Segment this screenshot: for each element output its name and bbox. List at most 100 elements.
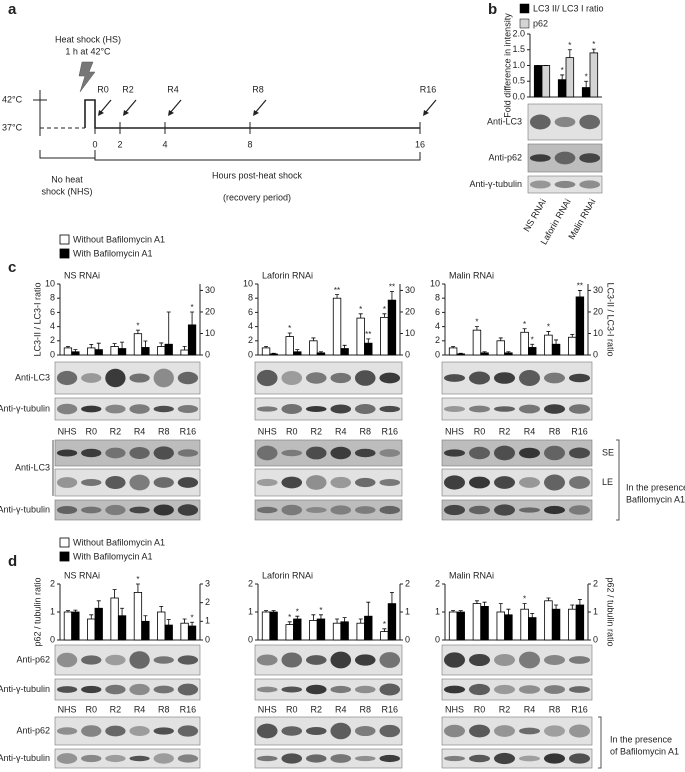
lane-label: R16 [381,704,398,714]
blot-band [569,476,590,489]
error-bar [506,608,511,615]
arrow-head [253,110,259,116]
bar [332,297,342,356]
bar [551,608,561,641]
bar [187,625,197,641]
blot-band [494,406,515,412]
y2-tick-label: 20 [593,306,603,316]
blot-band [379,405,401,413]
bar [164,343,173,356]
lane-label: R0 [474,704,486,714]
y2-tick-label: 3 [205,578,210,588]
blot [54,678,201,701]
blot [54,397,201,421]
panel-label: a [8,1,17,18]
error-bar [530,613,535,618]
blot-band [569,404,590,414]
blot-band [177,754,199,763]
blot-band [56,686,78,693]
note: In the presence [610,734,672,744]
blot-band [519,370,540,386]
lane-label: R0 [85,426,97,436]
error-bar [522,603,527,610]
blot-band [305,475,327,490]
significance: * [383,620,386,629]
significance: * [585,72,588,81]
blot-band [544,404,565,414]
error-bar [577,599,582,605]
bar [533,65,543,98]
bar [356,317,365,356]
error-bar [335,294,340,299]
significance: ** [577,282,583,291]
blot-band [379,505,401,515]
bar [568,608,577,641]
lane-label: R0 [286,704,298,714]
bar [133,592,143,641]
blot-band [469,724,490,738]
blot-band [256,686,278,693]
bar [94,607,103,641]
error-bar [287,332,292,337]
y-tick-label: 0.0 [512,91,525,101]
bar [87,347,96,356]
chart-title: Laforin RNAi [262,270,313,280]
blot-band [281,476,303,489]
significance: * [191,303,194,312]
bar [581,87,591,98]
blot-label: Anti-p62 [16,725,50,735]
y-tick-label: 10 [430,278,440,288]
lane-label: R8 [158,426,170,436]
error-bar [382,628,387,632]
blot-band [56,449,78,457]
blot [441,439,593,467]
blot-band [330,446,352,460]
blot [441,397,593,421]
blot-band [354,685,376,694]
error-bar [89,343,94,348]
error-bar [287,621,292,625]
lane-label: R16 [180,426,197,436]
y-tick-label: 0.5 [512,76,525,86]
error-bar [560,74,565,80]
error-bar [96,342,101,350]
bar [309,340,318,356]
blot [54,468,201,497]
y-tick-label: 2 [50,578,55,588]
error-bar [271,352,276,354]
y2-tick-label: 1 [593,606,598,616]
blot-band [105,475,126,490]
y2-tick-label: 2 [405,578,410,588]
blot-band [129,404,150,414]
blot-band [129,474,150,491]
blot-band [330,404,352,414]
bar [472,329,482,356]
chart-title: Laforin RNAi [262,570,313,580]
bar [551,343,561,356]
lane-label: R2 [310,704,322,714]
recovery-label: R4 [167,84,179,94]
bar [110,597,119,641]
blot-band [569,724,590,738]
y-tick-label: 1.5 [512,44,525,54]
bar [456,353,465,356]
blot [254,361,403,395]
y-tick-label: 2 [435,335,440,345]
bar [180,622,189,641]
blot-label: Anti-p62 [488,152,522,162]
blot-band [81,506,102,514]
error-bar [190,621,195,626]
blot-band [519,755,540,762]
blot-label: Anti-LC3 [487,116,522,126]
blot-band [330,722,352,740]
lane-label: R8 [359,704,371,714]
lane-label: R0 [286,426,298,436]
y-tick-label: 8 [248,293,253,303]
bar [285,624,294,641]
blot-band [330,476,352,489]
blot [441,716,593,746]
blot-band [569,686,590,693]
blot-band [519,685,540,694]
blot-band [105,684,126,695]
blot-band [305,754,327,763]
